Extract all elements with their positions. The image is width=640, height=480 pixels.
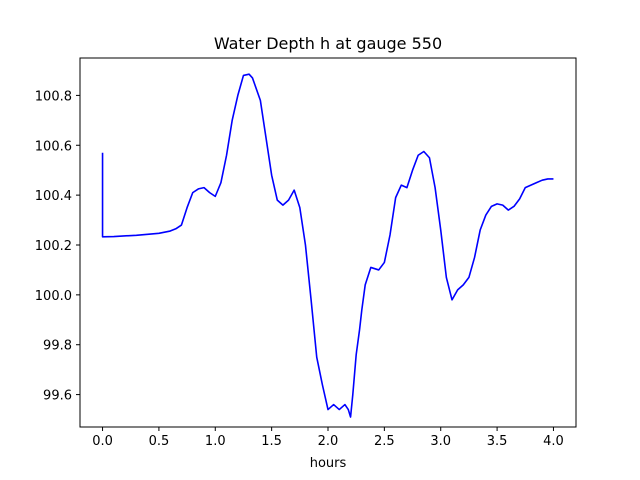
- y-tick-label: 100.8: [35, 89, 72, 104]
- y-tick-label: 100.2: [35, 239, 72, 254]
- x-tick-label: 1.0: [205, 434, 226, 449]
- x-tick-label: 3.0: [430, 434, 451, 449]
- y-tick-label: 99.6: [43, 389, 72, 404]
- x-tick-label: 2.5: [374, 434, 395, 449]
- x-tick-label: 4.0: [543, 434, 564, 449]
- y-tick-label: 100.6: [35, 139, 72, 154]
- x-tick-label: 2.0: [318, 434, 339, 449]
- x-tick-label: 3.5: [487, 434, 508, 449]
- x-axis-label: hours: [310, 456, 347, 471]
- y-tick-label: 100.4: [35, 189, 72, 204]
- y-tick-label: 99.8: [43, 339, 72, 354]
- chart-title: Water Depth h at gauge 550: [214, 34, 442, 53]
- x-tick-label: 0.5: [149, 434, 170, 449]
- plot-area: 0.0 0.5 1.0 1.5 2.0 2.5 3.0 3.5 4.0 99.6 99.8 100.0…: [35, 57, 577, 449]
- y-tick-label: 100.0: [35, 289, 72, 304]
- x-tick-label: 0.0: [92, 434, 113, 449]
- series-line-0: [101, 73, 554, 418]
- x-tick-label: 1.5: [261, 434, 282, 449]
